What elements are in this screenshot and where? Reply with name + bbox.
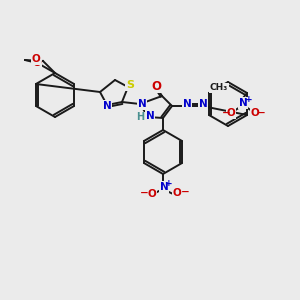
- Text: N: N: [199, 99, 207, 109]
- Text: +: +: [165, 179, 173, 188]
- Text: N: N: [138, 99, 146, 109]
- Text: N: N: [160, 182, 168, 192]
- Text: O: O: [151, 80, 161, 92]
- Text: O: O: [33, 58, 41, 68]
- Text: N: N: [183, 99, 191, 109]
- Text: −: −: [181, 187, 189, 197]
- Text: N: N: [103, 101, 111, 111]
- Text: S: S: [126, 80, 134, 90]
- Text: CH₃: CH₃: [210, 83, 228, 92]
- Text: −: −: [222, 108, 230, 118]
- Text: H: H: [136, 112, 144, 122]
- Text: +: +: [245, 95, 253, 104]
- Text: O: O: [251, 108, 260, 118]
- Text: O: O: [148, 189, 156, 199]
- Text: N: N: [239, 98, 248, 108]
- Text: N: N: [146, 111, 154, 121]
- Text: −: −: [257, 108, 266, 118]
- Text: O: O: [32, 54, 40, 64]
- Text: −: −: [140, 188, 148, 198]
- Text: O: O: [227, 108, 236, 118]
- Text: O: O: [172, 188, 182, 198]
